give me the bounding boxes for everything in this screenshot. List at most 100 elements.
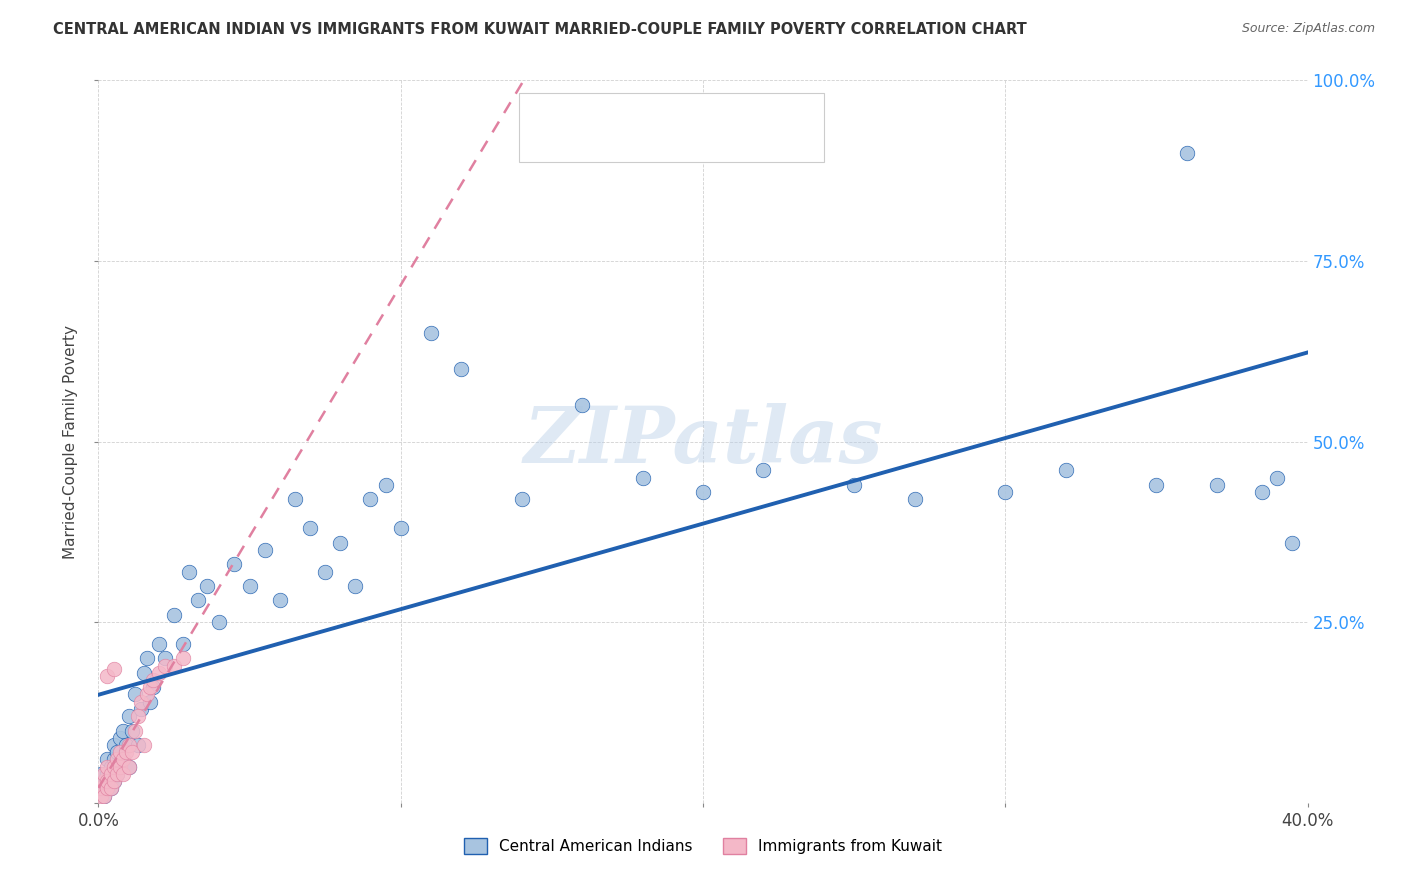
Point xyxy=(631,470,654,484)
Point xyxy=(103,738,125,752)
Point xyxy=(132,738,155,752)
Point xyxy=(129,702,152,716)
Point xyxy=(105,767,128,781)
Point xyxy=(139,680,162,694)
Point xyxy=(195,579,218,593)
Text: ZIPatlas: ZIPatlas xyxy=(523,403,883,480)
Point xyxy=(111,752,134,766)
Point xyxy=(118,738,141,752)
Point xyxy=(844,478,866,492)
Point xyxy=(100,774,122,789)
Point xyxy=(142,673,165,687)
Point xyxy=(127,738,149,752)
Point xyxy=(114,745,136,759)
Point xyxy=(90,767,112,781)
Point xyxy=(111,723,134,738)
Text: Source: ZipAtlas.com: Source: ZipAtlas.com xyxy=(1241,22,1375,36)
Point xyxy=(224,558,246,572)
Point xyxy=(172,651,194,665)
Point xyxy=(93,774,115,789)
Point xyxy=(118,709,141,723)
Point xyxy=(108,731,131,745)
Point xyxy=(389,521,412,535)
Point xyxy=(121,723,143,738)
Point xyxy=(103,752,125,766)
Point xyxy=(904,492,927,507)
Point xyxy=(100,781,122,796)
Point xyxy=(108,760,131,774)
Point xyxy=(127,709,149,723)
Point xyxy=(96,760,118,774)
Point xyxy=(172,637,194,651)
Point xyxy=(96,752,118,766)
Point xyxy=(93,789,115,803)
Point xyxy=(994,485,1017,500)
Point xyxy=(103,760,125,774)
Point xyxy=(1144,478,1167,492)
Point xyxy=(314,565,336,579)
Point xyxy=(103,774,125,789)
Point xyxy=(148,665,170,680)
Text: R = 0.573   N = 67: R = 0.573 N = 67 xyxy=(575,103,745,120)
Point xyxy=(114,738,136,752)
Point xyxy=(1281,535,1303,549)
Point xyxy=(96,781,118,796)
Point xyxy=(253,542,276,557)
Point xyxy=(329,535,352,549)
Point xyxy=(299,521,322,535)
Point xyxy=(510,492,533,507)
Point xyxy=(153,651,176,665)
Point xyxy=(208,615,231,630)
Point xyxy=(118,760,141,774)
Point xyxy=(90,781,112,796)
Point xyxy=(139,695,162,709)
Point xyxy=(239,579,262,593)
Point xyxy=(96,669,118,683)
Point xyxy=(111,767,134,781)
Point xyxy=(187,593,209,607)
Point xyxy=(100,767,122,781)
Point xyxy=(284,492,307,507)
Point xyxy=(105,752,128,766)
Point xyxy=(1054,463,1077,477)
Point xyxy=(93,789,115,803)
Point xyxy=(1175,145,1198,160)
Point xyxy=(93,774,115,789)
Legend: Central American Indians, Immigrants from Kuwait: Central American Indians, Immigrants fro… xyxy=(458,832,948,860)
Point xyxy=(96,767,118,781)
Point xyxy=(142,680,165,694)
Point xyxy=(96,781,118,796)
Point xyxy=(571,398,593,412)
Point xyxy=(1206,478,1229,492)
Point xyxy=(108,760,131,774)
Point xyxy=(135,651,157,665)
Point xyxy=(93,767,115,781)
Point xyxy=(148,637,170,651)
Point xyxy=(103,774,125,789)
Point xyxy=(135,687,157,701)
Point xyxy=(118,760,141,774)
Point xyxy=(692,485,714,500)
Point xyxy=(752,463,775,477)
Point xyxy=(105,745,128,759)
Y-axis label: Married-Couple Family Poverty: Married-Couple Family Poverty xyxy=(63,325,79,558)
Point xyxy=(1251,485,1274,500)
Point xyxy=(450,362,472,376)
Point xyxy=(153,658,176,673)
Point xyxy=(124,687,146,701)
Point xyxy=(121,745,143,759)
Point xyxy=(344,579,367,593)
Point xyxy=(179,565,201,579)
Point xyxy=(111,752,134,766)
Point xyxy=(96,774,118,789)
Point xyxy=(360,492,382,507)
Point xyxy=(1267,470,1289,484)
Point xyxy=(420,326,443,340)
Text: R = 0.372   N = 33: R = 0.372 N = 33 xyxy=(575,135,747,153)
Text: CENTRAL AMERICAN INDIAN VS IMMIGRANTS FROM KUWAIT MARRIED-COUPLE FAMILY POVERTY : CENTRAL AMERICAN INDIAN VS IMMIGRANTS FR… xyxy=(53,22,1028,37)
Point xyxy=(90,789,112,803)
Point xyxy=(105,767,128,781)
Point xyxy=(124,723,146,738)
Point xyxy=(100,781,122,796)
Point xyxy=(129,695,152,709)
